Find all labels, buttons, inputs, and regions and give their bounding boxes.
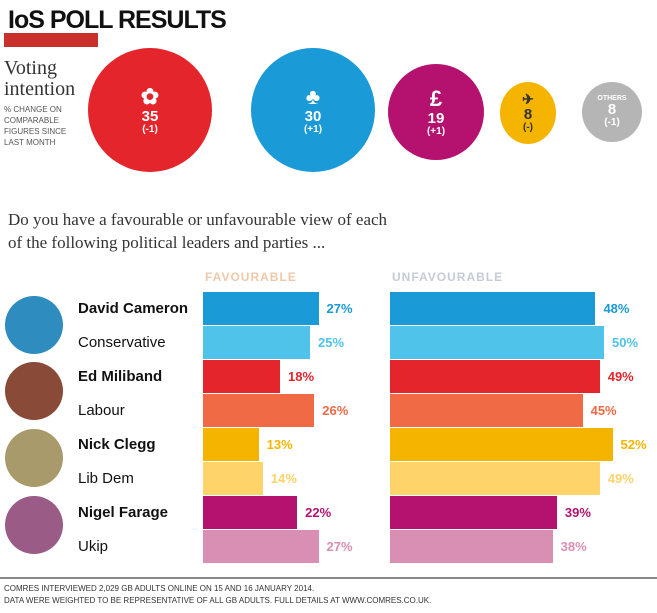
favourable-value-label: 27%: [326, 301, 353, 316]
ukip-change: (+1): [426, 125, 446, 137]
favourable-value-label: 25%: [318, 334, 345, 350]
unfavourable-value-label: 39%: [564, 505, 591, 520]
favourable-value-label: 22%: [305, 505, 332, 520]
conservative-value: 30: [304, 107, 322, 125]
favourable-bar: [203, 496, 298, 529]
others-circle: OTHERS 8 (-1): [582, 82, 642, 142]
nigel-farage-photo: [5, 496, 63, 554]
unfavourable-bar: [390, 496, 557, 529]
favourable-bar: [203, 360, 281, 393]
unfavourable-bar: [390, 393, 583, 427]
unfavourable-value-label: 49%: [607, 470, 634, 486]
ukip-value: 19: [427, 109, 445, 127]
favourable-header: FAVOURABLE: [205, 270, 297, 284]
favourable-bar: [203, 428, 259, 461]
unfavourable-bar: [390, 360, 600, 393]
unfavourable-bar: [390, 461, 600, 495]
voting-intention-label: Voting intention: [4, 57, 76, 100]
conservative-change: (+1): [303, 123, 323, 135]
row-label: Ed Miliband: [78, 368, 163, 385]
rose-icon: ✿: [140, 83, 160, 109]
labour-value: 35: [141, 107, 159, 125]
row-label: Conservative: [78, 333, 166, 351]
favourable-bar: [203, 461, 263, 495]
favourable-value-label: 18%: [288, 369, 315, 384]
favourable-value-label: 27%: [326, 538, 353, 554]
ukip-circle: £ 19 (+1): [388, 64, 484, 160]
david-cameron-photo: [5, 296, 63, 354]
conservative-circle: ♣ 30 (+1): [251, 48, 375, 172]
libdem-change: (-): [523, 122, 533, 133]
labour-change: (-1): [142, 123, 158, 135]
favourable-bar: [203, 529, 319, 563]
unfavourable-value-label: 52%: [620, 437, 647, 452]
bird-icon: ✈: [522, 91, 534, 107]
question-text: Do you have a favourable or unfavourable…: [8, 210, 388, 252]
footer-line-2: DATA WERE WEIGHTED TO BE REPRESENTATIVE …: [4, 596, 432, 605]
row-label: David Cameron: [78, 300, 189, 317]
labour-circle: ✿ 35 (-1): [88, 48, 212, 172]
nick-clegg-photo: [5, 429, 63, 487]
tree-icon: ♣: [305, 83, 321, 109]
page-title: IoS POLL RESULTS: [8, 6, 227, 34]
unfavourable-value-label: 49%: [607, 369, 634, 384]
favourable-value-label: 13%: [266, 437, 293, 452]
unfavourable-bar: [390, 428, 613, 461]
unfavourable-bar: [390, 292, 596, 325]
others-value: 8: [607, 101, 617, 118]
favourable-bar: [203, 292, 319, 325]
favourable-value-label: 26%: [322, 402, 349, 418]
row-label: Ukip: [78, 537, 109, 555]
row-label: Nigel Farage: [78, 504, 169, 521]
unfavourable-value-label: 45%: [590, 402, 617, 418]
row-label: Lib Dem: [78, 469, 134, 487]
title-accent-bar: [4, 33, 98, 47]
others-label: OTHERS: [597, 95, 627, 102]
ed-miliband-photo: [5, 362, 63, 420]
voting-intention-subtitle: % CHANGE ON COMPARABLE FIGURES SINCE LAS…: [4, 105, 67, 147]
others-change: (-1): [604, 117, 620, 128]
favourable-value-label: 14%: [270, 470, 297, 486]
unfavourable-bar: [390, 529, 553, 563]
favourable-bar: [203, 393, 315, 427]
footer-divider: [0, 577, 657, 579]
unfavourable-value-label: 48%: [603, 301, 630, 316]
unfavourable-value-label: 50%: [612, 334, 639, 350]
row-label: Labour: [78, 401, 125, 419]
unfavourable-bar: [390, 325, 604, 359]
footer-note: COMRES INTERVIEWED 2,029 GB ADULTS ONLIN…: [4, 583, 431, 607]
unfavourable-header: UNFAVOURABLE: [392, 270, 504, 284]
libdem-value: 8: [523, 106, 533, 123]
row-label: Nick Clegg: [78, 436, 156, 453]
unfavourable-value-label: 38%: [560, 538, 587, 554]
pound-icon: £: [429, 85, 443, 111]
libdem-circle: ✈ 8 (-): [500, 82, 556, 144]
favourable-bar: [203, 325, 310, 359]
footer-line-1: COMRES INTERVIEWED 2,029 GB ADULTS ONLIN…: [4, 584, 315, 593]
